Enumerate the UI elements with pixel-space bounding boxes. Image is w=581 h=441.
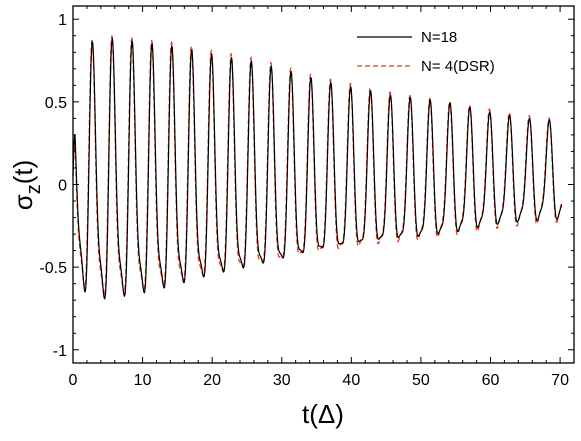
y-axis-title-subscript: z	[23, 184, 45, 194]
x-tick-label: 50	[412, 372, 430, 389]
y-tick-label: 0	[58, 178, 67, 195]
tick-labels: 0 10 20 30 40 50 60 70 1 0.5 0 -0.5 -1	[39, 12, 569, 389]
legend-label: N=18	[421, 29, 457, 46]
axis-ticks	[72, 6, 574, 363]
x-tick-label: 20	[203, 372, 221, 389]
x-axis-title: t(Δ)	[302, 399, 344, 429]
y-tick-label: 0.5	[45, 95, 67, 112]
y-tick-label: -0.5	[39, 260, 67, 277]
svg-text:σz(t): σz(t)	[8, 160, 45, 211]
y-axis-title: σz(t)	[8, 160, 45, 211]
y-axis-title-symbol: σ	[8, 194, 38, 210]
x-tick-label: 40	[342, 372, 360, 389]
legend: N=18 N= 4(DSR)	[357, 29, 495, 75]
x-tick-label: 70	[551, 372, 569, 389]
y-axis-title-tail: (t)	[8, 160, 38, 185]
y-tick-label: 1	[58, 12, 67, 29]
x-tick-label: 10	[134, 372, 152, 389]
x-tick-label: 60	[482, 372, 500, 389]
x-tick-label: 30	[273, 372, 291, 389]
x-tick-label: 0	[69, 372, 78, 389]
y-tick-label: -1	[53, 343, 67, 360]
series-curves	[72, 35, 563, 300]
series-n18-line	[72, 37, 563, 300]
legend-label: N= 4(DSR)	[421, 58, 495, 75]
